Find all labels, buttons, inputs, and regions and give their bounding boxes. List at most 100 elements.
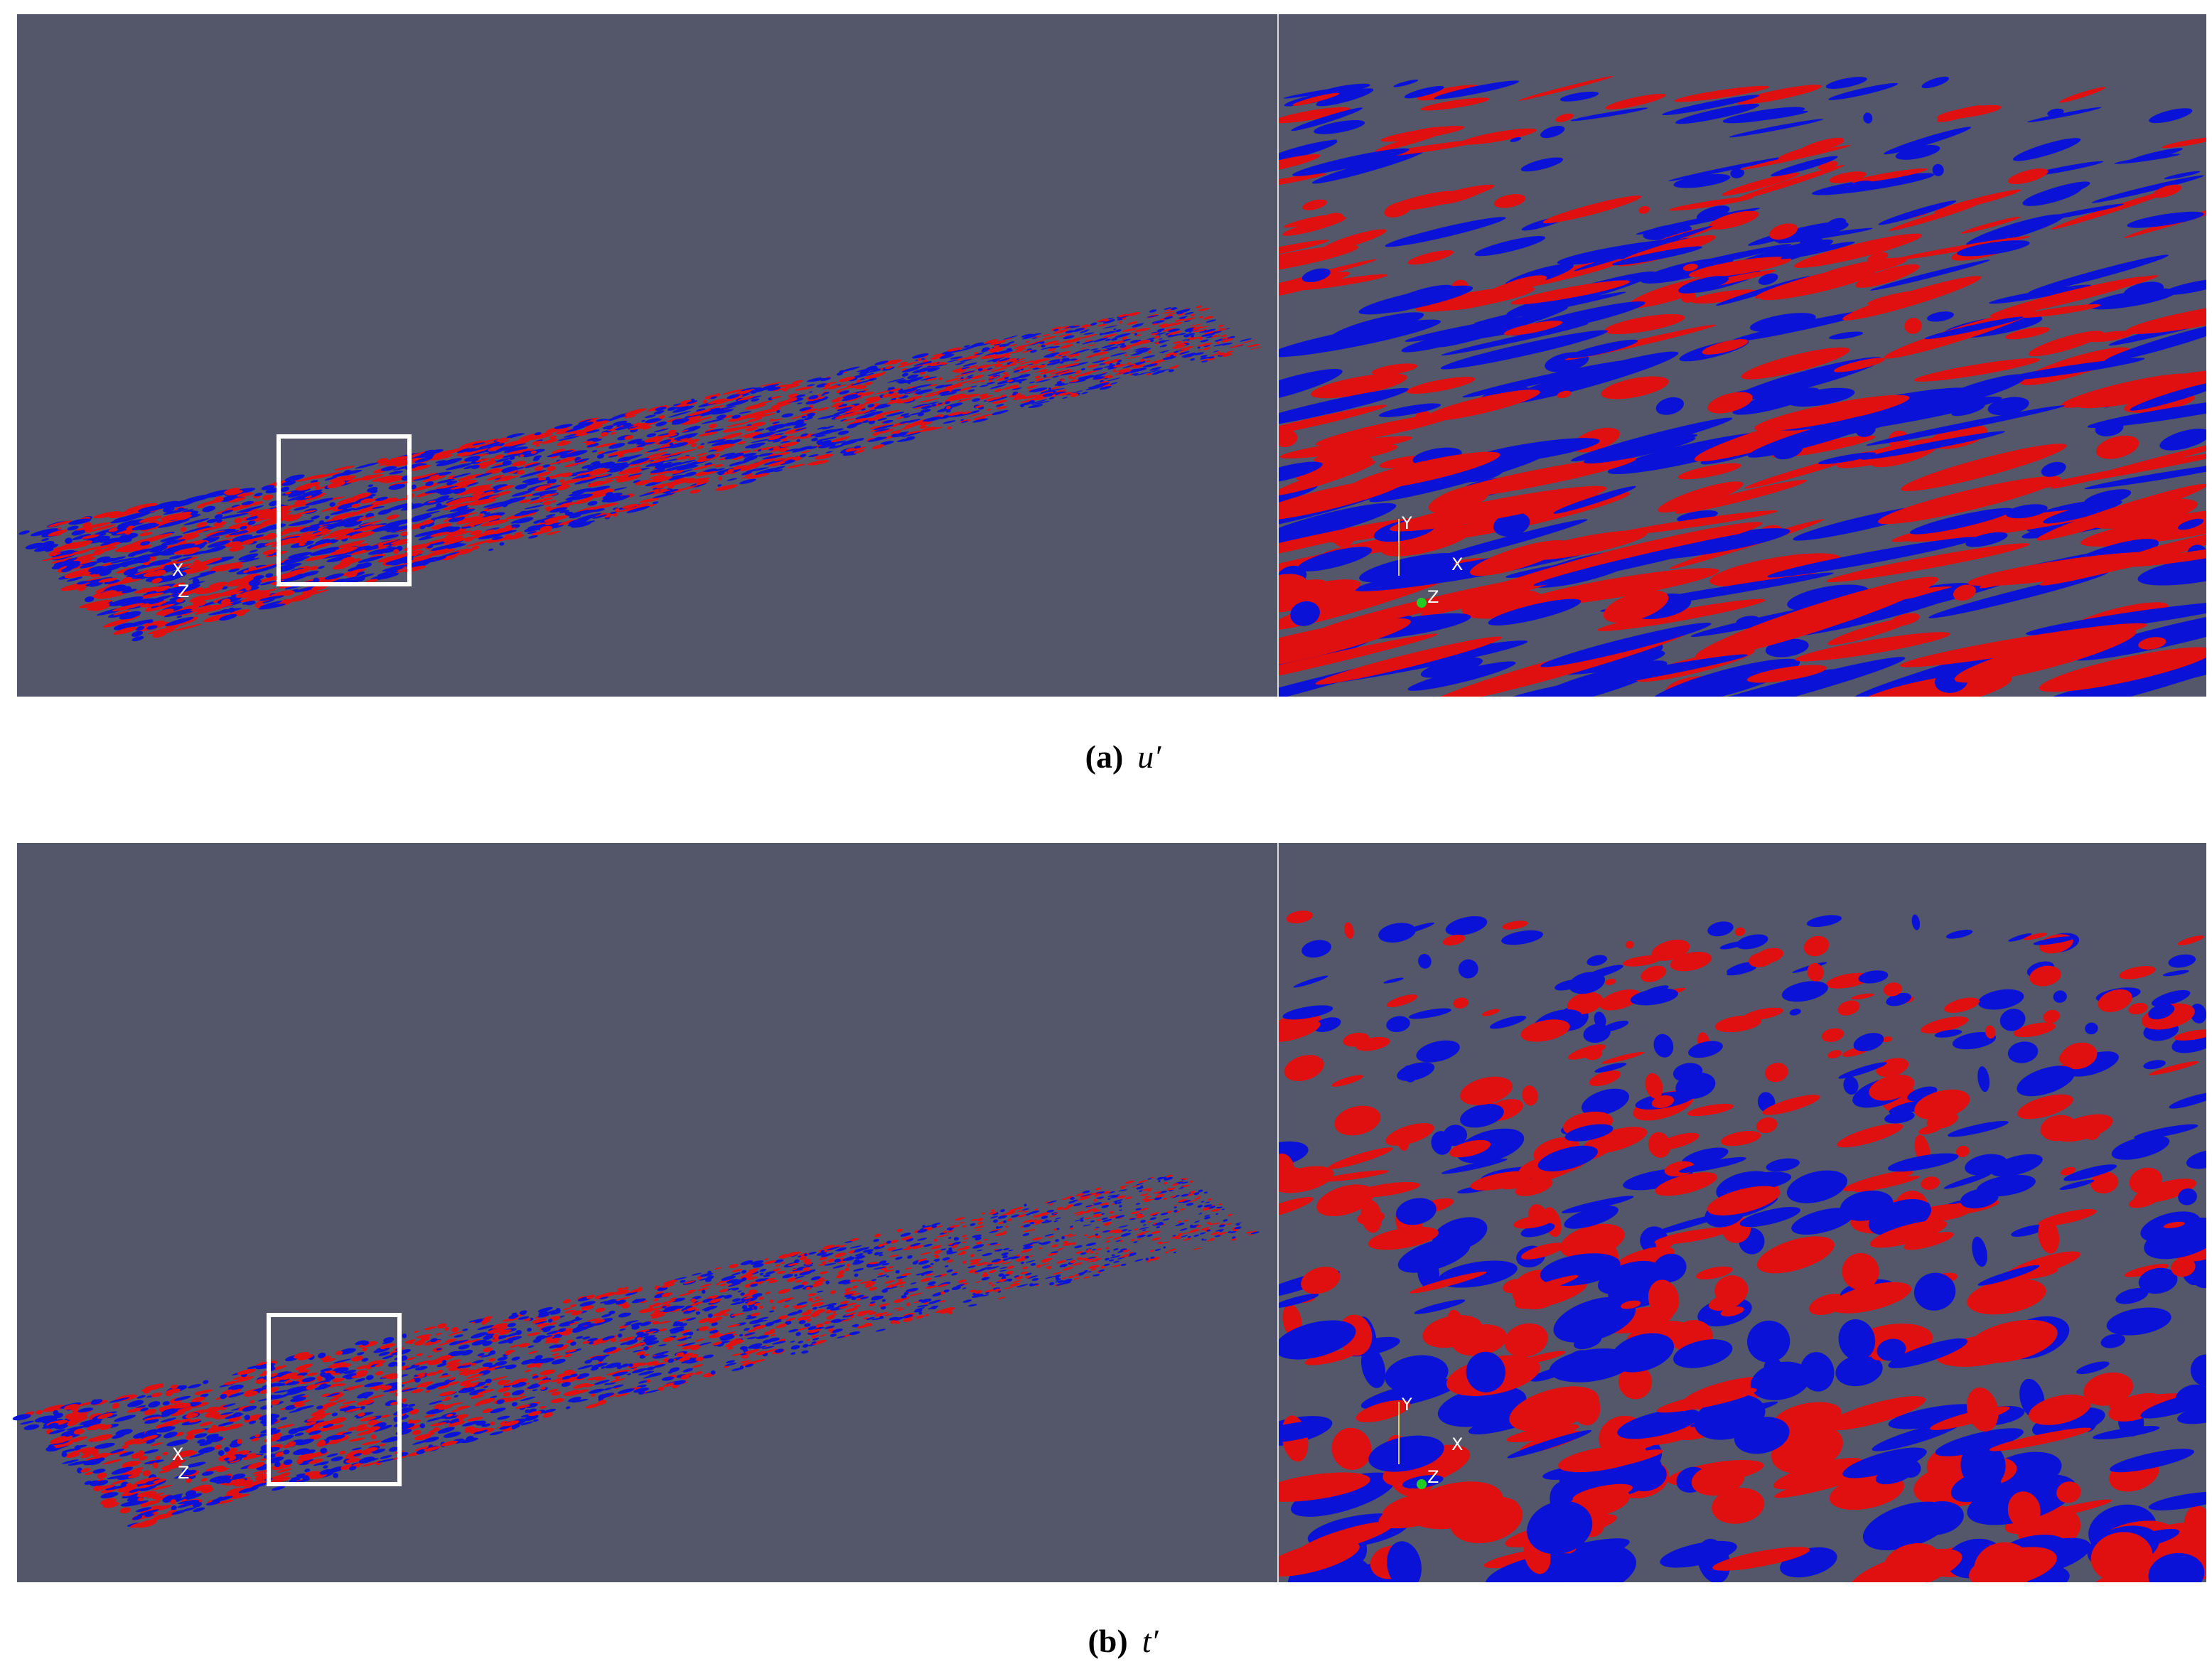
- vortex-streak: [519, 470, 547, 478]
- vortex-streak: [262, 494, 274, 500]
- vortex-streak: [737, 441, 746, 445]
- vortex-streak: [1007, 341, 1015, 344]
- vortex-streak: [284, 491, 292, 495]
- vortex-streak: [1090, 348, 1099, 351]
- vortex-streak: [645, 451, 667, 458]
- vortex-streak: [1033, 370, 1048, 373]
- vortex-streak: [1102, 361, 1110, 364]
- vortex-streak: [724, 394, 743, 402]
- vortex-streak: [1177, 313, 1186, 316]
- vortex-streak: [524, 504, 545, 510]
- vortex-streak: [825, 451, 833, 453]
- vortex-streak: [1014, 344, 1029, 349]
- vortex-streak: [900, 413, 910, 417]
- vortex-streak: [1179, 316, 1186, 320]
- vortex-streak: [739, 411, 752, 414]
- vortex-streak: [1181, 353, 1196, 358]
- vortex-streak: [1115, 368, 1129, 372]
- vortex-streak: [517, 470, 525, 475]
- vortex-streak: [18, 530, 30, 535]
- vortex-streak: [338, 576, 363, 582]
- vortex-streak: [1060, 358, 1077, 363]
- vortex-streak: [1127, 321, 1138, 325]
- vortex-streak: [276, 562, 302, 570]
- vortex-streak: [315, 539, 331, 545]
- vortex-streak: [900, 425, 916, 430]
- vortex-streak: [924, 390, 945, 396]
- vortex-streak: [1093, 382, 1110, 387]
- vortex-streak: [601, 449, 618, 454]
- vortex-streak: [676, 465, 699, 471]
- vortex-streak: [480, 510, 488, 514]
- vortex-streak: [979, 414, 993, 417]
- vortex-streak: [992, 412, 999, 415]
- vortex-streak: [655, 421, 667, 426]
- vortex-streak: [161, 540, 182, 546]
- vortex-streak: [230, 564, 243, 570]
- vortex-streak: [527, 531, 537, 535]
- vortex-streak: [1197, 343, 1213, 347]
- vortex-streak: [1115, 329, 1122, 333]
- vortex-streak: [684, 471, 697, 477]
- vortex-streak: [1183, 333, 1196, 337]
- vortex-streak: [1061, 379, 1065, 382]
- vortex-streak: [731, 456, 744, 460]
- vortex-streak: [180, 527, 187, 532]
- vortex-streak: [1113, 364, 1126, 367]
- vortex-streak: [377, 458, 388, 464]
- vortex-streak: [905, 430, 923, 435]
- vortex-streak: [83, 544, 112, 551]
- vortex-streak: [909, 412, 923, 416]
- vortex-streak: [1022, 335, 1037, 340]
- vortex-streak: [239, 509, 259, 515]
- vortex-streak: [1179, 333, 1186, 336]
- vortex-streak: [390, 538, 410, 544]
- vortex-streak: [293, 506, 310, 511]
- vortex-streak: [557, 457, 577, 463]
- vortex-streak: [367, 484, 374, 488]
- vortex-streak: [1162, 328, 1176, 332]
- vortex-streak: [321, 505, 345, 512]
- vortex-streak: [503, 446, 528, 453]
- vortex-streak: [669, 442, 674, 446]
- vortex-streak: [896, 363, 913, 368]
- vortex-streak: [680, 429, 689, 432]
- vortex-streak: [865, 396, 881, 401]
- vortex-streak: [219, 567, 232, 571]
- vortex-streak: [947, 426, 952, 430]
- vortex-streak: [731, 414, 741, 419]
- vortex-streak: [751, 438, 773, 444]
- vortex-streak: [800, 408, 818, 414]
- vortex-streak: [1204, 329, 1207, 333]
- vortex-streak: [781, 413, 794, 418]
- vortex-streak: [967, 375, 974, 377]
- vortex-streak: [123, 539, 132, 543]
- vortex-streak: [174, 587, 203, 597]
- vortex-streak: [149, 555, 156, 562]
- vortex-streak: [758, 449, 762, 452]
- vortex-streak: [104, 579, 120, 584]
- vortex-streak: [899, 420, 911, 424]
- vortex-streak: [466, 446, 488, 453]
- vortex-streak: [370, 572, 399, 581]
- vortex-streak: [1025, 396, 1033, 399]
- vortex-streak: [441, 554, 458, 561]
- vortex-streak: [1201, 360, 1208, 363]
- vortex-streak: [441, 552, 460, 557]
- vortex-streak: [744, 473, 753, 476]
- vortex-streak: [1104, 377, 1121, 382]
- vortex-streak: [758, 400, 773, 404]
- vortex-streak: [666, 417, 682, 422]
- vortex-streak: [1013, 370, 1021, 373]
- vortex-streak: [195, 586, 224, 594]
- vortex-streak: [696, 408, 706, 412]
- vortex-streak: [471, 545, 480, 550]
- vortex-streak: [547, 478, 557, 484]
- vortex-streak: [637, 444, 646, 448]
- vortex-streak: [773, 428, 792, 433]
- vortex-streak: [987, 370, 1006, 377]
- vortex-streak: [627, 414, 636, 418]
- vortex-streak: [1132, 323, 1144, 328]
- vortex-streak: [785, 448, 798, 452]
- vortex-streak: [1144, 360, 1151, 363]
